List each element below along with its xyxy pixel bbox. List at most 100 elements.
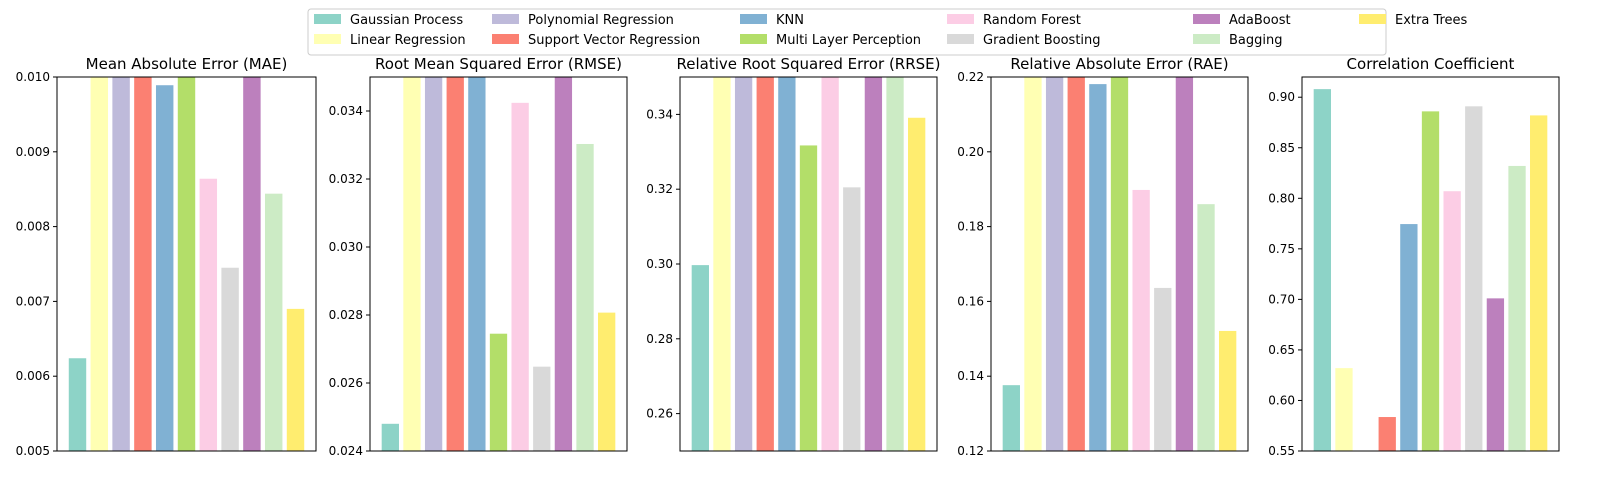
legend-label: KNN [776, 13, 804, 28]
bar [799, 145, 818, 451]
legend-label: Polynomial Regression [528, 13, 674, 28]
plot-area [1313, 89, 1548, 451]
y-tick-label: 0.30 [646, 257, 673, 271]
legend-frame [307, 8, 1387, 56]
chart-title: Root Mean Squared Error (RMSE) [375, 55, 622, 73]
y-tick-label: 0.70 [1268, 292, 1295, 306]
bar [1132, 189, 1150, 451]
y-tick-label: 0.90 [1268, 90, 1295, 104]
bar [511, 102, 529, 451]
y-tick-label: 0.006 [16, 369, 50, 383]
bar [734, 77, 753, 451]
legend-swatch [1359, 14, 1386, 24]
plot-area [691, 77, 926, 451]
bar [1465, 106, 1483, 451]
bar [1002, 385, 1020, 451]
bar [446, 77, 464, 451]
y-tick-label: 0.034 [329, 104, 363, 118]
axes-frame [369, 76, 628, 452]
y-tick-label: 0.12 [957, 444, 984, 458]
bar [177, 77, 196, 451]
y-tick-label: 0.14 [957, 369, 984, 383]
y-tick-label: 0.18 [957, 220, 984, 234]
bar [843, 187, 861, 451]
bar [533, 366, 551, 451]
bar [199, 178, 218, 451]
bar [1530, 115, 1548, 451]
y-tick-label: 0.026 [329, 376, 363, 390]
y-tick-label: 0.75 [1268, 242, 1295, 256]
legend-swatch [947, 14, 974, 24]
legend-swatch [492, 14, 519, 24]
legend-swatch [314, 14, 341, 24]
bar [243, 77, 261, 451]
y-tick-label: 0.028 [329, 308, 363, 322]
y-tick-label: 0.005 [16, 444, 50, 458]
bar [1197, 204, 1215, 451]
axes-frame [990, 76, 1249, 452]
y-tick-label: 0.34 [646, 107, 673, 121]
y-tick-label: 0.007 [16, 294, 50, 308]
legend-swatch [740, 14, 767, 24]
chart-title: Correlation Coefficient [1347, 55, 1515, 73]
bar [1154, 287, 1172, 451]
legend-label: Gradient Boosting [983, 33, 1101, 48]
bar [381, 423, 399, 451]
bar [821, 77, 839, 451]
legend-label: Multi Layer Perception [776, 33, 921, 48]
bar [489, 333, 508, 451]
bar [576, 143, 594, 451]
y-tick-label: 0.024 [329, 444, 363, 458]
bar [1110, 77, 1129, 451]
bar [134, 77, 152, 451]
axes-frame [1301, 76, 1560, 452]
y-tick-label: 0.80 [1268, 191, 1295, 205]
bar [713, 77, 731, 451]
legend-swatch [740, 34, 767, 44]
bar [1335, 368, 1353, 451]
y-tick-label: 0.009 [16, 145, 50, 159]
legend: Gaussian Process Linear Regression Polynom… [307, 8, 1468, 56]
legend-swatch [1193, 34, 1220, 44]
y-tick-label: 0.55 [1268, 444, 1295, 458]
plot-area [1002, 77, 1237, 451]
bar [264, 193, 283, 451]
bar [691, 265, 709, 451]
bar [1175, 77, 1194, 451]
bar [1067, 77, 1085, 451]
bar [68, 358, 87, 451]
bar [468, 77, 486, 451]
bar [403, 77, 421, 451]
bar [1443, 191, 1461, 451]
bar [1508, 165, 1526, 451]
legend-label: Support Vector Regression [528, 33, 700, 48]
y-tick-label: 0.20 [957, 145, 984, 159]
legend-label: Random Forest [983, 13, 1081, 28]
bar [1089, 84, 1107, 451]
y-tick-label: 0.60 [1268, 393, 1295, 407]
y-tick-label: 0.030 [329, 240, 363, 254]
bar [908, 117, 926, 451]
y-tick-label: 0.65 [1268, 343, 1295, 357]
y-tick-label: 0.28 [646, 332, 673, 346]
bar [286, 308, 305, 451]
bar [1219, 330, 1237, 451]
legend-label: Extra Trees [1395, 13, 1468, 28]
bar [1486, 298, 1505, 451]
y-tick-label: 0.032 [329, 172, 363, 186]
y-tick-label: 0.32 [646, 182, 673, 196]
bar [1400, 224, 1418, 451]
plot-area [68, 77, 305, 451]
bar [424, 77, 443, 451]
bar [155, 85, 174, 451]
y-tick-label: 0.008 [16, 220, 50, 234]
chart-title: Relative Root Squared Error (RRSE) [677, 55, 941, 73]
bar [112, 77, 130, 451]
bar [778, 77, 796, 451]
bar [221, 267, 239, 451]
y-tick-label: 0.26 [646, 407, 673, 421]
y-tick-label: 0.010 [16, 70, 50, 84]
bar [1313, 89, 1331, 451]
legend-label: Linear Regression [350, 33, 466, 48]
